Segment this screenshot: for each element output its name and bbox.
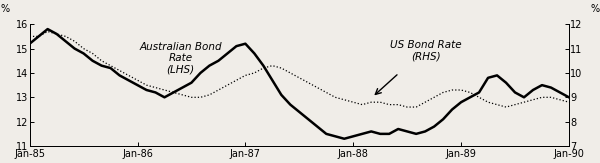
- Text: %: %: [1, 4, 10, 15]
- Text: %: %: [590, 4, 599, 15]
- Text: Australian Bond
Rate
(LHS): Australian Bond Rate (LHS): [139, 42, 222, 75]
- Text: US Bond Rate
(RHS): US Bond Rate (RHS): [390, 40, 462, 62]
